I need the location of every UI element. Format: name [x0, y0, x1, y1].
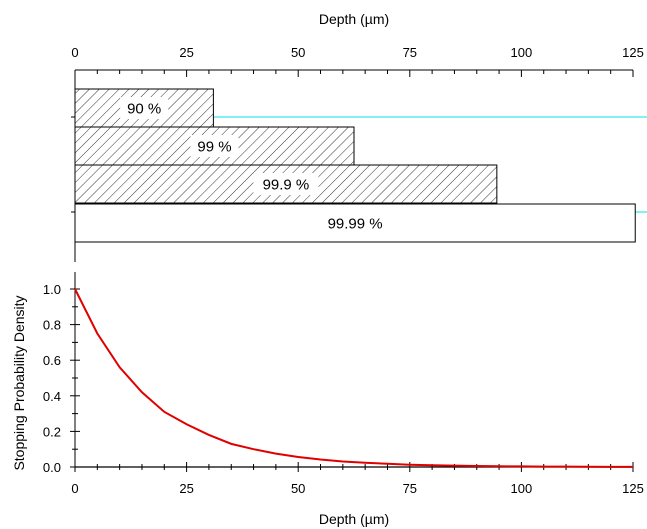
x-tick-label: 25 [179, 481, 193, 496]
x-tick-label: 100 [511, 481, 533, 496]
y-tick-label: 0.2 [43, 424, 61, 439]
x-tick-label: 50 [291, 481, 305, 496]
density-curve [74, 288, 634, 468]
bar-data-label: 99.99 % [328, 216, 383, 233]
y-tick-label: 0.4 [43, 389, 61, 404]
y-tick-label: 1.0 [43, 282, 61, 297]
bar-data-label: 99.9 % [263, 177, 310, 194]
bar-label-background [318, 212, 392, 234]
top-x-tick-label: 50 [291, 45, 305, 60]
y-tick-label: 0.6 [43, 353, 61, 368]
top-axis-title: Depth (µm) [319, 11, 389, 27]
top-x-tick-label: 125 [622, 45, 644, 60]
x-tick-label: 75 [403, 481, 417, 496]
y-tick-label: 0.8 [43, 318, 61, 333]
bar-data-label: 99 % [197, 139, 231, 156]
bar-label-background [190, 135, 239, 157]
top-x-tick-label: 100 [511, 45, 533, 60]
x-tick-label: 125 [622, 481, 644, 496]
y-axis-title: Stopping Probability Density [11, 295, 27, 470]
top-x-tick-label: 25 [179, 45, 193, 60]
bottom-axis-title: Depth (µm) [319, 511, 389, 527]
top-x-tick-label: 0 [71, 45, 78, 60]
top-x-tick-label: 75 [403, 45, 417, 60]
bar-label-background [253, 173, 319, 195]
bar-data-label: 90 % [127, 101, 161, 118]
top-bar-plot: 0 25 50 75 100 125 90 % 99 % 99.9 % 99.99 % [71, 45, 647, 262]
y-tick-label: 0.0 [43, 460, 61, 475]
bottom-line-plot: 0.0 0.2 0.4 0.6 0.8 1.0 0 25 50 75 100 125 [43, 272, 644, 496]
x-tick-label: 0 [71, 481, 78, 496]
bar-label-background [120, 97, 169, 119]
